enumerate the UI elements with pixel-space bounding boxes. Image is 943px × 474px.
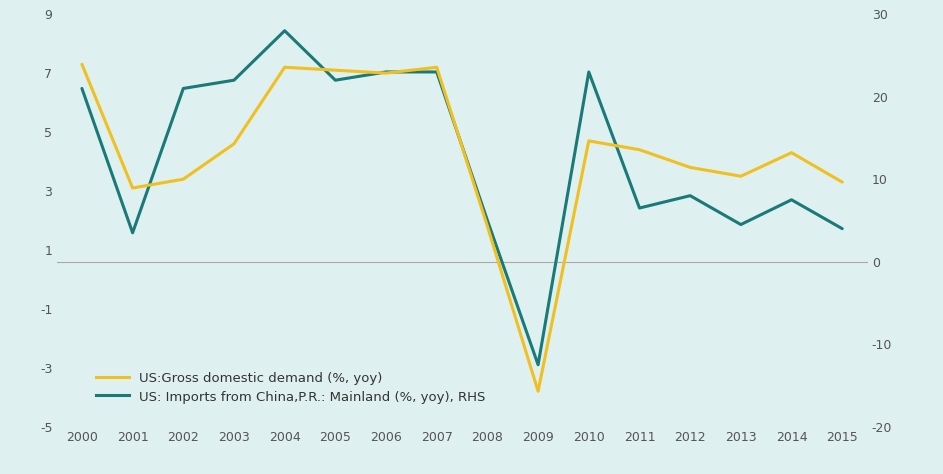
- Legend: US:Gross domestic demand (%, yoy), US: Imports from China,P.R.: Mainland (%, yoy: US:Gross domestic demand (%, yoy), US: I…: [95, 372, 486, 403]
